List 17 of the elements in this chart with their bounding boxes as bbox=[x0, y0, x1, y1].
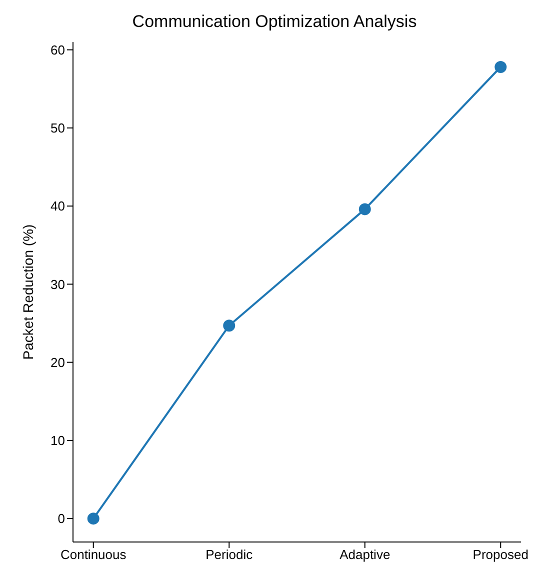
y-tick-label: 50 bbox=[50, 120, 65, 136]
x-tick-label: Adaptive bbox=[340, 547, 390, 562]
y-tick-label: 40 bbox=[50, 198, 65, 214]
x-tick-label: Proposed bbox=[472, 547, 528, 562]
y-tick-label: 60 bbox=[50, 42, 65, 58]
x-tick-label: Continuous bbox=[60, 547, 127, 562]
point bbox=[87, 512, 100, 525]
x-tick-label: Periodic bbox=[206, 547, 254, 562]
y-tick-label: 30 bbox=[50, 276, 65, 292]
point bbox=[358, 203, 371, 216]
chart-title: Communication Optimization Analysis bbox=[131, 11, 418, 33]
point bbox=[494, 61, 507, 73]
y-tick-label: 0 bbox=[58, 511, 65, 526]
point bbox=[223, 320, 236, 332]
y-tick-label: 10 bbox=[50, 433, 65, 448]
y-tick-label: 20 bbox=[50, 354, 65, 370]
y-axis-title: Packet Reduction (%) bbox=[20, 224, 36, 360]
